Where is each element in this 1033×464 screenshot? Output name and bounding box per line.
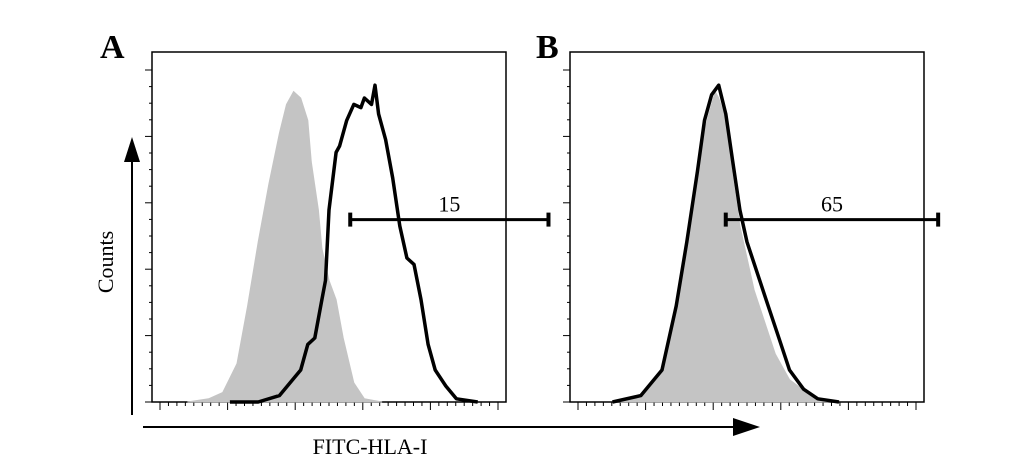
panel-letter-a: A (100, 29, 125, 66)
panel-b-gate-label: 65 (821, 192, 843, 217)
panel-letter-b: B (536, 29, 559, 66)
sample-histogram (229, 83, 478, 404)
y-axis-label: Counts (93, 231, 118, 293)
panel-b-ticks (563, 69, 917, 410)
panel-a-gate-label: 15 (438, 192, 460, 217)
control-histogram (187, 90, 383, 403)
control-histogram (619, 90, 833, 403)
panel-b-plot (612, 83, 941, 404)
y-axis-arrow (124, 137, 140, 415)
x-axis-label: FITC-HLA-I (313, 434, 428, 459)
sample-histogram (612, 83, 840, 404)
x-axis-arrow (143, 418, 760, 436)
panel-a-plot (187, 83, 551, 404)
